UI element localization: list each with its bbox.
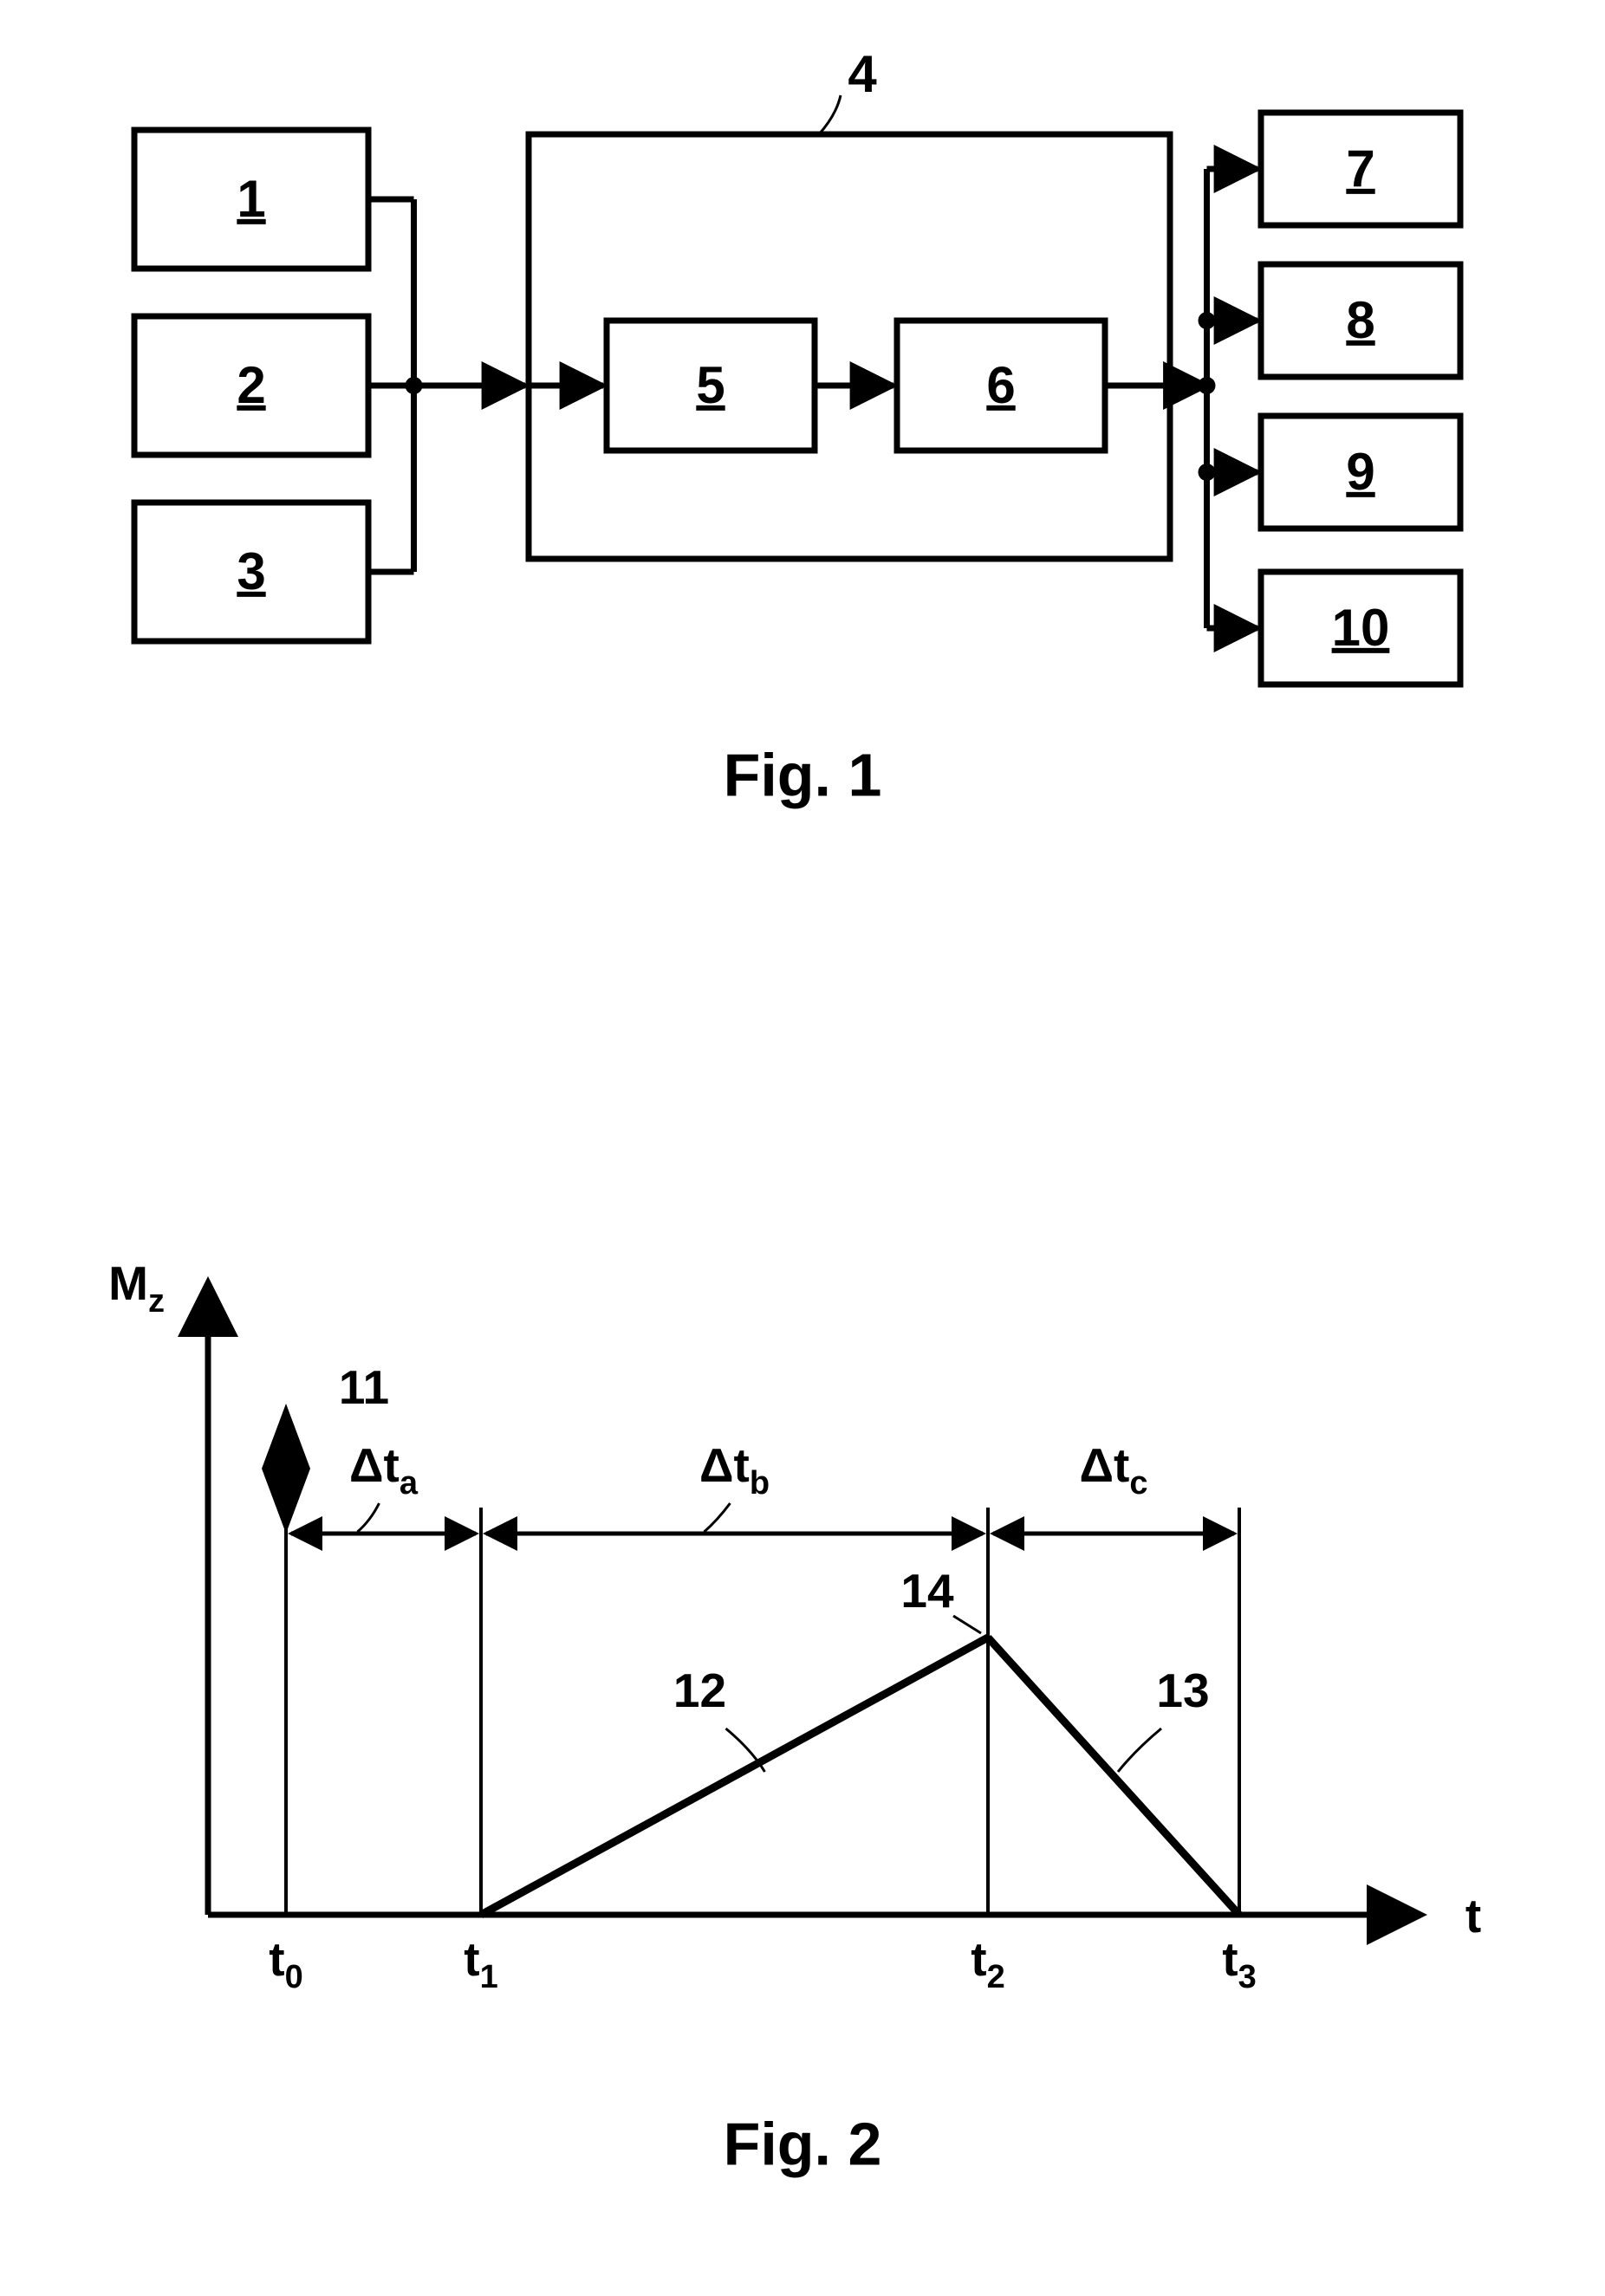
- label-13: 13: [1156, 1664, 1209, 1717]
- label-2: 2: [237, 356, 265, 414]
- fig1-caption: Fig. 1: [724, 741, 882, 808]
- label-6: 6: [986, 356, 1015, 414]
- tick-t2: t2: [971, 1932, 1004, 1995]
- label-dtb: Δtb: [699, 1438, 770, 1501]
- label-11: 11: [339, 1360, 389, 1414]
- y-axis-label: Mz: [108, 1256, 165, 1320]
- leader-dta: [358, 1503, 380, 1532]
- node-right-main: [1199, 377, 1216, 394]
- label-7: 7: [1346, 139, 1374, 198]
- label-1: 1: [237, 170, 265, 228]
- label-14: 14: [900, 1564, 954, 1618]
- box-4: [529, 134, 1170, 559]
- leader-4: [819, 95, 841, 134]
- label-12: 12: [673, 1664, 726, 1717]
- label-dta: Δta: [349, 1438, 419, 1501]
- fig2-caption: Fig. 2: [724, 2110, 882, 2177]
- tick-t0: t0: [269, 1932, 302, 1995]
- label-dtc: Δtc: [1080, 1438, 1148, 1501]
- segment-12: [481, 1638, 988, 1915]
- label-4: 4: [848, 45, 877, 103]
- label-5: 5: [696, 356, 725, 414]
- label-9: 9: [1346, 443, 1374, 501]
- leader-13: [1118, 1728, 1161, 1772]
- marker-11: [262, 1404, 310, 1534]
- label-10: 10: [1332, 599, 1390, 657]
- leader-dtb: [705, 1503, 731, 1532]
- tick-t3: t3: [1222, 1932, 1256, 1995]
- x-axis-label: t: [1465, 1889, 1481, 1943]
- leader-14: [953, 1616, 981, 1633]
- label-8: 8: [1346, 291, 1374, 349]
- tick-t1: t1: [464, 1932, 497, 1995]
- label-3: 3: [237, 542, 265, 600]
